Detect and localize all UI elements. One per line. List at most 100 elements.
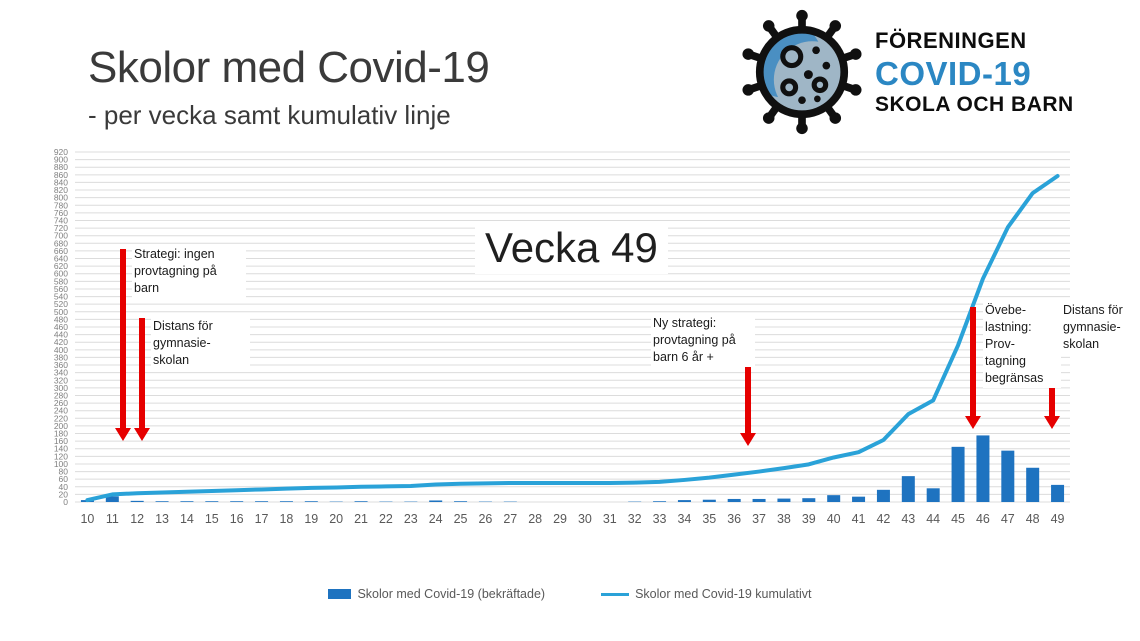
annotation-text: Ny strategi: provtagning på barn 6 år + — [651, 314, 755, 367]
y-tick-label: 720 — [54, 223, 68, 233]
y-tick-label: 640 — [54, 254, 68, 264]
y-tick-label: 480 — [54, 314, 68, 324]
annotation-arrow-head — [1044, 416, 1060, 429]
logo-line1: FÖRENINGEN — [875, 27, 1027, 53]
y-tick-label: 80 — [59, 467, 69, 477]
y-tick-label: 620 — [54, 261, 68, 271]
org-logo: FÖRENINGEN COVID-19 SKOLA OCH BARN — [737, 6, 1082, 138]
y-tick-label: 860 — [54, 170, 68, 180]
x-tick-label: 36 — [727, 512, 741, 526]
bar-week-19 — [304, 501, 318, 502]
x-tick-label: 27 — [503, 512, 517, 526]
x-tick-label: 29 — [553, 512, 567, 526]
y-tick-label: 300 — [54, 383, 68, 393]
y-tick-label: 180 — [54, 429, 68, 439]
x-tick-label: 16 — [230, 512, 244, 526]
bar-week-14 — [180, 501, 194, 502]
bar-week-16 — [230, 501, 244, 502]
legend-item: Skolor med Covid-19 (bekräftade) — [328, 587, 545, 601]
y-tick-label: 920 — [54, 147, 68, 157]
y-tick-label: 680 — [54, 238, 68, 248]
bar-week-13 — [155, 501, 169, 502]
y-tick-label: 500 — [54, 307, 68, 317]
x-tick-label: 25 — [454, 512, 468, 526]
y-tick-label: 440 — [54, 330, 68, 340]
x-tick-label: 19 — [304, 512, 318, 526]
x-tick-label: 33 — [653, 512, 667, 526]
virus-icon — [742, 9, 862, 135]
y-tick-label: 320 — [54, 375, 68, 385]
logo-line2: COVID-19 — [875, 54, 1032, 92]
annotation-arrow-head — [740, 433, 756, 446]
legend-item: Skolor med Covid-19 kumulativt — [601, 587, 812, 601]
y-tick-label: 20 — [59, 489, 69, 499]
y-tick-label: 120 — [54, 451, 68, 461]
bar-week-47 — [1001, 450, 1015, 502]
x-tick-label: 20 — [329, 512, 343, 526]
x-tick-label: 13 — [155, 512, 169, 526]
annotation-text: Övebe- lastning: Prov- tagning begränsas — [983, 301, 1061, 388]
y-tick-label: 100 — [54, 459, 68, 469]
y-tick-label: 160 — [54, 436, 68, 446]
bar-week-41 — [852, 496, 866, 502]
title-block: Skolor med Covid-19 - per vecka samt kum… — [88, 43, 490, 131]
cumulative-line — [85, 173, 1060, 503]
x-tick-label: 35 — [702, 512, 716, 526]
bar-week-43 — [901, 476, 915, 502]
y-tick-label: 900 — [54, 155, 68, 165]
x-tick-label: 28 — [528, 512, 542, 526]
x-tick-label: 45 — [951, 512, 965, 526]
y-tick-label: 840 — [54, 177, 68, 187]
y-tick-label: 700 — [54, 231, 68, 241]
x-tick-label: 34 — [677, 512, 691, 526]
bar-week-35 — [702, 499, 716, 502]
bar-week-25 — [454, 501, 468, 502]
bar-week-15 — [205, 501, 219, 502]
x-tick-label: 32 — [628, 512, 642, 526]
y-tick-label: 460 — [54, 322, 68, 332]
logo-text: FÖRENINGEN COVID-19 SKOLA OCH BARN — [875, 27, 1074, 115]
y-tick-label: 60 — [59, 474, 69, 484]
x-tick-label: 47 — [1001, 512, 1015, 526]
x-tick-label: 30 — [578, 512, 592, 526]
week-callout: Vecka 49 — [475, 222, 668, 274]
y-tick-label: 820 — [54, 185, 68, 195]
y-tick-label: 660 — [54, 246, 68, 256]
x-tick-label: 46 — [976, 512, 990, 526]
y-tick-label: 580 — [54, 276, 68, 286]
y-tick-label: 420 — [54, 337, 68, 347]
y-tick-label: 220 — [54, 413, 68, 423]
x-tick-label: 21 — [354, 512, 368, 526]
y-tick-label: 540 — [54, 292, 68, 302]
x-tick-label: 48 — [1026, 512, 1040, 526]
x-tick-label: 26 — [478, 512, 492, 526]
y-tick-label: 360 — [54, 360, 68, 370]
bar-week-34 — [677, 500, 691, 502]
legend-swatch-bar — [328, 589, 352, 599]
annotation-arrow-head — [115, 428, 131, 441]
bar-week-12 — [130, 500, 144, 502]
bar-week-42 — [876, 489, 890, 502]
y-tick-label: 40 — [59, 482, 69, 492]
x-tick-label: 41 — [852, 512, 866, 526]
annotation-arrow-head — [134, 428, 150, 441]
x-tick-label: 40 — [827, 512, 841, 526]
chart-legend: Skolor med Covid-19 (bekräftade) Skolor m… — [0, 587, 1140, 601]
y-tick-label: 240 — [54, 406, 68, 416]
y-tick-label: 800 — [54, 193, 68, 203]
legend-label: Skolor med Covid-19 (bekräftade) — [357, 587, 546, 601]
bar-week-48 — [1026, 467, 1040, 502]
y-tick-label: 880 — [54, 162, 68, 172]
bar-week-45 — [951, 446, 965, 502]
bar-week-36 — [727, 498, 741, 502]
annotation-text: Strategi: ingen provtagning på barn — [132, 245, 246, 298]
y-tick-label: 760 — [54, 208, 68, 218]
x-tick-label: 14 — [180, 512, 194, 526]
bar-week-49 — [1051, 484, 1065, 502]
bar-week-24 — [429, 500, 443, 502]
x-tick-label: 12 — [130, 512, 144, 526]
x-tick-label: 24 — [429, 512, 443, 526]
x-tick-label: 18 — [279, 512, 293, 526]
bar-week-18 — [279, 501, 293, 502]
x-tick-label: 37 — [752, 512, 766, 526]
